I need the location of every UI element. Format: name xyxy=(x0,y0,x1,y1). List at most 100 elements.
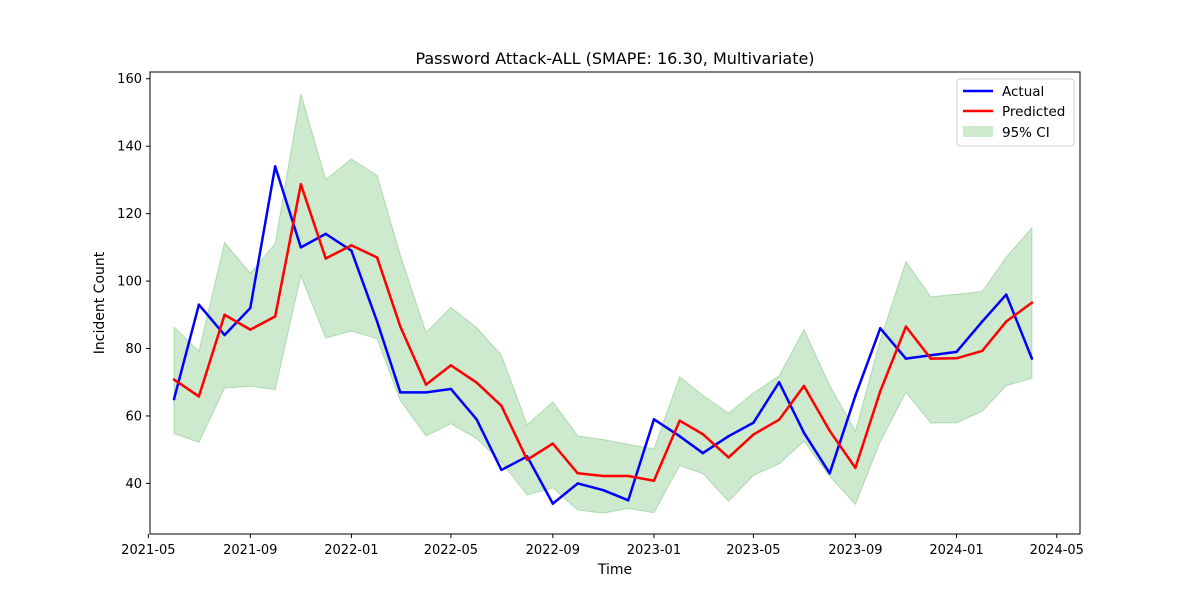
y-axis-label: Incident Count xyxy=(92,251,108,354)
data-point-actual xyxy=(727,434,730,438)
data-point-predicted xyxy=(828,429,831,433)
data-point-actual xyxy=(752,421,755,424)
data-point-predicted xyxy=(929,357,933,360)
data-point-actual xyxy=(299,246,303,249)
y-axis-ticks: 40 60 80 100 120 140 160 xyxy=(117,72,150,492)
data-point-predicted xyxy=(955,357,958,360)
data-point-predicted xyxy=(576,472,579,475)
data-point-actual xyxy=(854,394,857,397)
data-point-predicted xyxy=(375,256,379,259)
data-point-predicted xyxy=(197,395,201,398)
data-point-actual xyxy=(399,391,402,394)
data-point-predicted xyxy=(299,183,303,186)
x-tick-label: 2021-09 xyxy=(223,543,277,558)
data-point-predicted xyxy=(701,432,705,436)
x-axis-label: Time xyxy=(597,562,632,578)
y-tick-label: 120 xyxy=(117,207,142,222)
data-point-predicted xyxy=(1004,320,1008,323)
legend-ci-swatch xyxy=(963,126,993,137)
data-point-actual xyxy=(627,499,630,502)
plot-frame xyxy=(149,71,1081,535)
y-tick-label: 40 xyxy=(125,477,142,492)
data-point-actual xyxy=(273,165,277,168)
data-point-actual xyxy=(1030,357,1034,360)
legend-predicted-label: Predicted xyxy=(1002,104,1065,120)
data-point-predicted xyxy=(223,313,226,317)
data-point-actual xyxy=(701,451,705,455)
data-point-actual xyxy=(904,357,908,360)
data-point-actual xyxy=(449,387,453,391)
data-point-actual xyxy=(500,468,503,472)
data-point-actual xyxy=(172,397,176,401)
data-point-actual xyxy=(828,472,831,475)
data-point-actual xyxy=(802,431,806,435)
data-point-predicted xyxy=(878,390,882,393)
data-point-actual xyxy=(602,488,605,492)
data-point-actual xyxy=(424,391,428,394)
series-layer xyxy=(172,165,1034,505)
data-point-predicted xyxy=(399,325,402,328)
data-point-actual xyxy=(475,418,478,421)
data-point-actual xyxy=(652,418,656,421)
x-tick-label: 2023-01 xyxy=(627,543,681,558)
data-point-predicted xyxy=(727,456,730,459)
data-point-predicted xyxy=(273,315,277,318)
data-point-predicted xyxy=(752,433,755,436)
data-point-predicted xyxy=(777,418,781,421)
data-point-actual xyxy=(375,320,379,323)
data-point-predicted xyxy=(980,349,984,353)
data-point-actual xyxy=(197,303,201,306)
x-tick-label: 2023-05 xyxy=(726,543,780,558)
x-axis-ticks: 2021-05 2021-09 2022-01 2022-05 2022-09 2023-… xyxy=(121,534,1084,558)
data-point-actual xyxy=(223,333,226,337)
data-point-actual xyxy=(1004,293,1008,296)
data-point-predicted xyxy=(172,378,176,381)
y-tick-label: 80 xyxy=(125,342,142,357)
data-point-predicted xyxy=(424,383,428,386)
data-point-predicted xyxy=(249,328,252,331)
data-point-predicted xyxy=(904,325,908,328)
data-point-actual xyxy=(576,482,579,485)
data-point-actual xyxy=(551,502,555,505)
data-point-predicted xyxy=(350,244,353,247)
x-tick-label: 2022-05 xyxy=(424,543,478,558)
x-tick-label: 2024-05 xyxy=(1030,543,1084,558)
data-point-actual xyxy=(350,249,353,252)
y-tick-label: 60 xyxy=(125,409,142,424)
x-tick-label: 2021-05 xyxy=(121,543,175,558)
legend: Actual Predicted 95% CI xyxy=(956,78,1075,147)
data-point-predicted xyxy=(602,474,605,478)
data-point-predicted xyxy=(802,384,806,388)
x-tick-label: 2022-09 xyxy=(526,543,580,558)
data-point-predicted xyxy=(324,257,327,260)
data-point-actual xyxy=(777,381,781,384)
data-point-actual xyxy=(980,320,984,323)
x-tick-label: 2023-09 xyxy=(828,543,882,558)
data-point-actual xyxy=(955,350,958,354)
data-point-predicted xyxy=(551,442,555,445)
chart-title: Password Attack-ALL (SMAPE: 16.30, Multi… xyxy=(415,49,814,68)
data-point-predicted xyxy=(627,474,630,478)
data-point-predicted xyxy=(1030,301,1034,304)
x-tick-label: 2022-01 xyxy=(324,543,378,558)
data-point-predicted xyxy=(854,466,857,470)
data-point-predicted xyxy=(678,419,681,422)
data-point-actual xyxy=(878,327,882,330)
y-tick-label: 140 xyxy=(117,140,142,155)
x-tick-label: 2024-01 xyxy=(929,543,983,558)
legend-ci-label: 95% CI xyxy=(1002,125,1050,141)
data-point-actual xyxy=(678,434,681,438)
data-point-predicted xyxy=(475,381,478,384)
y-tick-label: 160 xyxy=(117,72,142,87)
data-point-predicted xyxy=(449,364,453,367)
data-point-actual xyxy=(249,306,252,310)
data-point-actual xyxy=(324,232,327,236)
y-tick-label: 100 xyxy=(117,275,142,290)
data-point-predicted xyxy=(525,458,529,462)
legend-frame xyxy=(956,78,1075,147)
legend-actual-label: Actual xyxy=(1002,84,1044,100)
data-point-predicted xyxy=(652,479,656,482)
data-point-predicted xyxy=(500,404,503,408)
